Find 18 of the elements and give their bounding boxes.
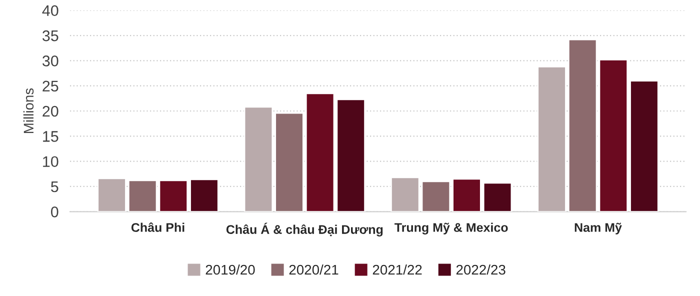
y-tick-label: 15 [43, 131, 58, 142]
legend-label: 2021/22 [372, 264, 422, 275]
x-tick-label: Trung Mỹ & Mexico [394, 222, 508, 234]
x-tick-label: Châu Phi [131, 222, 184, 232]
legend-label: 2019/20 [206, 264, 255, 275]
y-tick-label: 40 [42, 5, 58, 16]
y-tick-label: 25 [42, 80, 58, 92]
y-tick-label: 35 [42, 30, 58, 42]
y-tick-label: 0 [50, 206, 58, 218]
y-tick-label: 30 [42, 56, 58, 66]
y-axis-title: Millions [23, 88, 34, 134]
y-tick-label: 5 [51, 182, 58, 192]
x-tick-label: Nam Mỹ [574, 222, 622, 234]
x-tick-label: Châu Á & châu Đại Dương [226, 222, 383, 236]
y-tick-label: 20 [42, 106, 58, 117]
legend-label: 2020/21 [289, 264, 338, 275]
y-tick-label: 10 [43, 156, 58, 168]
legend-label: 2022/23 [456, 264, 506, 275]
